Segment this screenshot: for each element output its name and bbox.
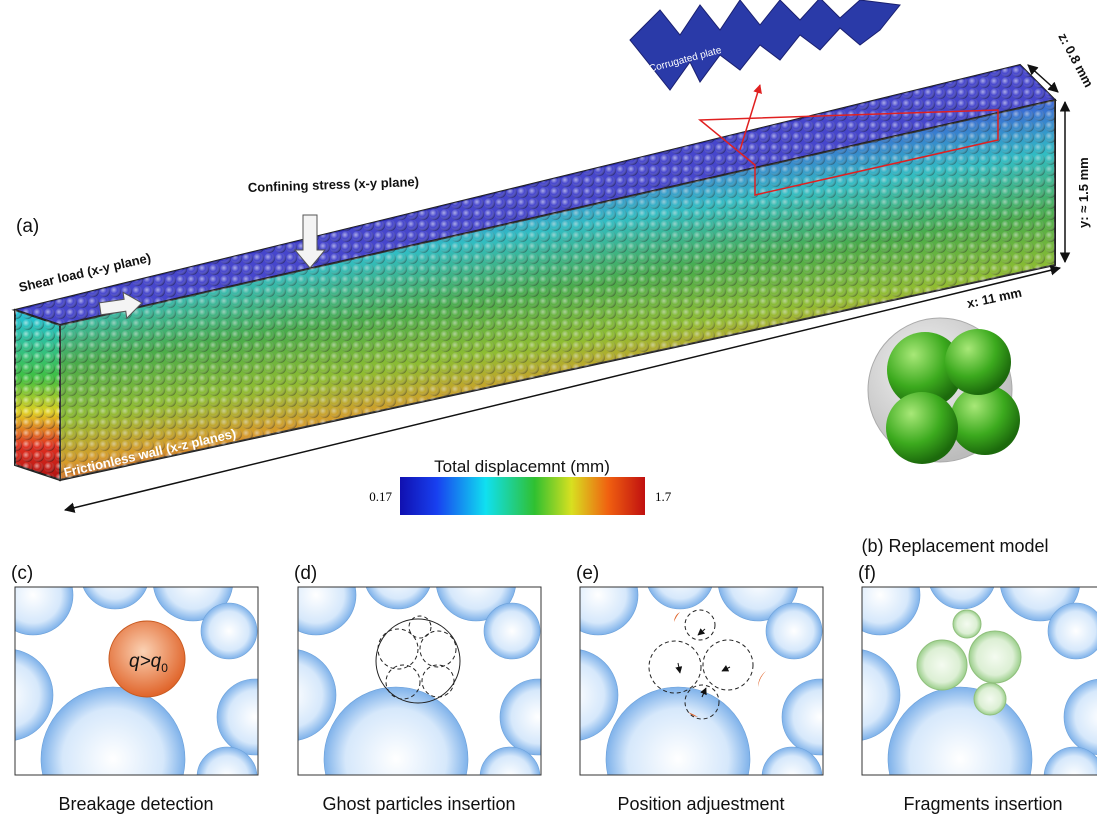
confining-arrow	[293, 214, 327, 269]
step-caption: Fragments insertion	[903, 794, 1062, 814]
colorbar-min: 0.17	[369, 489, 392, 504]
step-label: (e)	[576, 563, 599, 584]
criterion-subscript: 0	[161, 661, 168, 675]
colorbar-title: Total displacemnt (mm)	[434, 457, 610, 476]
colorbar	[400, 477, 645, 515]
panel-a: Corrugated plate (a) Shear load (x-y pla…	[11, 0, 1096, 515]
plate-arrow	[739, 84, 762, 151]
step-label: (f)	[858, 563, 876, 584]
step-f: (f) Fragments insertion	[858, 563, 1097, 814]
colorbar-max: 1.7	[655, 489, 672, 504]
z-dimension	[1027, 64, 1059, 93]
step-label: (d)	[294, 563, 317, 584]
x-dimension	[63, 265, 1062, 513]
criterion: q>q0	[129, 651, 168, 675]
step-caption: Ghost particles insertion	[322, 794, 515, 814]
panel-label: (a)	[16, 216, 39, 237]
panel-b-caption: (b) Replacement model	[861, 536, 1048, 556]
y-dim-label: y: ≈ 1.5 mm	[1076, 157, 1091, 228]
panel-b: (b) Replacement model	[861, 317, 1049, 556]
step-e: (e) Position adjuestment	[576, 563, 824, 814]
confining-label: Confining stress (x-y plane)	[248, 174, 420, 195]
step-label: (c)	[11, 563, 33, 584]
corrugated-plate	[629, 0, 901, 91]
z-dim-label: z: 0.8 mm	[1055, 30, 1096, 89]
step-d: (d) Ghost particles insertion	[294, 563, 542, 814]
step-caption: Breakage detection	[58, 794, 213, 814]
plate-outline	[697, 109, 999, 196]
criterion-text: q>q	[129, 651, 162, 672]
step-c: q>q0 (c) Breakage detection	[11, 563, 259, 814]
step-caption: Position adjuestment	[617, 794, 784, 814]
breaking-particle	[108, 620, 186, 698]
